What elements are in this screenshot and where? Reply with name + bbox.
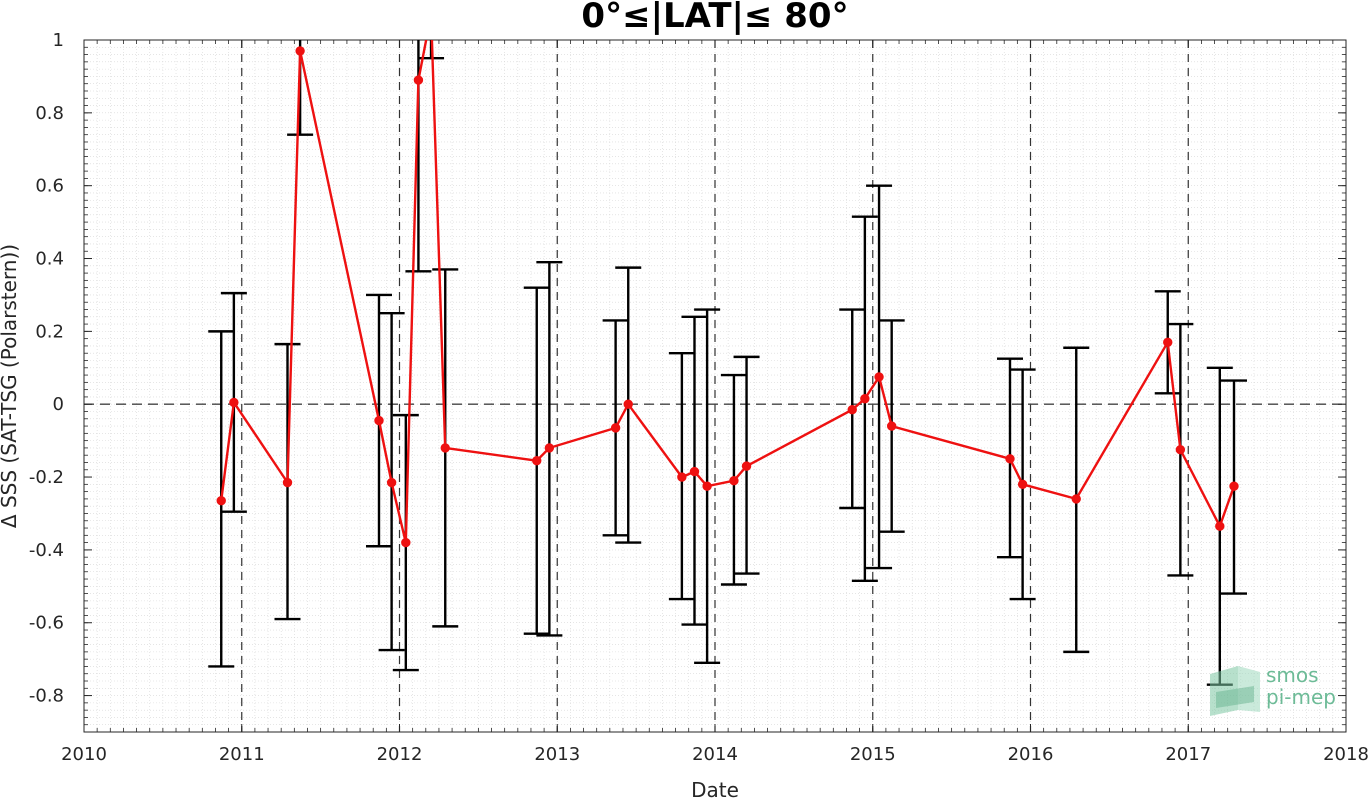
data-point: [544, 443, 555, 453]
x-tick-label: 2016: [1008, 744, 1054, 765]
y-tick-label: 0.2: [35, 321, 64, 342]
error-bars: [208, 40, 1247, 686]
chart-title: 0°≤|LAT|≤ 80°: [581, 0, 849, 36]
data-point: [702, 481, 712, 491]
data-point: [689, 466, 700, 477]
x-tick-label: 2015: [850, 744, 896, 765]
data-point: [729, 475, 739, 486]
y-tick-label: 0.4: [35, 249, 64, 270]
data-point: [847, 404, 857, 415]
x-tick-label: 2018: [1323, 744, 1369, 765]
data-point: [1229, 481, 1239, 491]
x-tick-label: 2010: [61, 744, 107, 765]
data-point: [1175, 445, 1186, 455]
y-tick-label: 0.8: [35, 103, 64, 124]
x-tick-labels: 2010 2011 2012 2013 2014 2015 2016 2017 2018: [61, 744, 1369, 765]
logo-line-2: pi-mep: [1266, 685, 1336, 709]
data-point: [229, 397, 239, 408]
data-point: [532, 455, 542, 466]
y-tick-label: -0.4: [29, 540, 64, 561]
data-point: [886, 421, 897, 431]
y-tick-label: -0.6: [29, 613, 64, 634]
x-tick-label: 2017: [1165, 744, 1211, 765]
data-point: [374, 415, 384, 426]
logo-line-1: smos: [1266, 663, 1319, 687]
data-point: [295, 46, 305, 56]
x-tick-label: 2013: [534, 744, 580, 765]
data-point: [623, 399, 633, 409]
data-markers: [216, 10, 1239, 548]
data-point: [1005, 454, 1015, 464]
data-point: [1163, 337, 1173, 347]
data-point: [1017, 479, 1028, 490]
data-point: [610, 423, 621, 433]
x-tick-label: 2014: [692, 744, 738, 765]
axis-ticks: [83, 39, 1347, 733]
y-tick-label: -0.2: [29, 467, 64, 488]
y-tick-labels: -0.8 -0.6 -0.4 -0.2 0 0.2 0.4 0.6 0.8 1: [29, 30, 64, 707]
x-tick-label: 2011: [219, 744, 265, 765]
data-point: [860, 394, 870, 404]
data-point: [413, 75, 424, 85]
y-tick-label: 1: [53, 30, 64, 51]
data-point: [677, 472, 687, 482]
logo-mark-icon: [1210, 666, 1260, 716]
data-point: [216, 496, 226, 506]
smos-pi-mep-logo: smos pi-mep: [1208, 662, 1358, 718]
logo-text: smos pi-mep: [1266, 664, 1336, 708]
data-point: [440, 443, 450, 453]
data-point: [427, 10, 435, 18]
data-point: [1071, 494, 1081, 504]
data-point: [874, 372, 884, 382]
y-axis-label: Δ SSS (SAT-TSG (Polarstern)): [0, 244, 21, 528]
series-line: [220, 40, 1236, 543]
series-path: [220, 40, 1236, 543]
y-tick-label: 0: [53, 394, 64, 415]
major-grid: [241, 40, 1189, 732]
data-point: [401, 537, 411, 548]
data-point: [282, 477, 293, 488]
data-point: [1215, 521, 1225, 531]
data-point: [386, 477, 397, 488]
y-tick-label: -0.8: [29, 686, 64, 707]
x-tick-label: 2012: [377, 744, 423, 765]
x-axis-label: Date: [691, 778, 739, 799]
data-point: [741, 461, 752, 471]
y-tick-label: 0.6: [35, 176, 64, 197]
